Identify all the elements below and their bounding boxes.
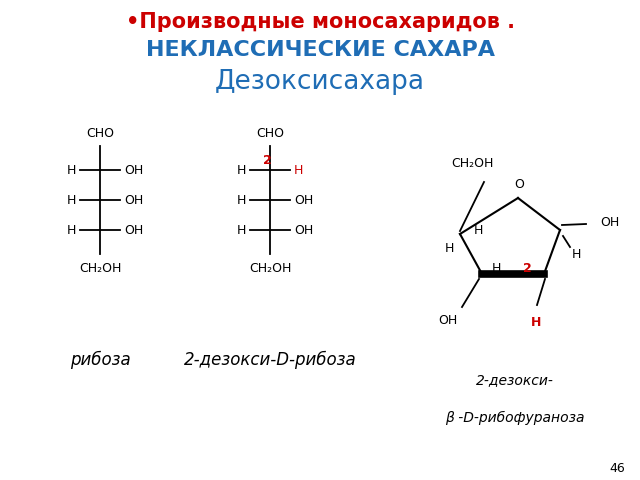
Text: Дезоксисахара: Дезоксисахара [215,69,425,95]
Text: H: H [492,263,501,276]
Text: H: H [67,224,76,237]
Text: H: H [445,241,454,254]
Text: β -D-рибофураноза: β -D-рибофураноза [445,411,585,425]
Text: CH₂OH: CH₂OH [451,157,493,170]
Text: H: H [67,193,76,206]
Text: 2: 2 [262,155,271,168]
Text: 46: 46 [609,461,625,475]
Text: OH: OH [600,216,620,228]
Text: OH: OH [438,314,458,327]
Text: H: H [67,164,76,177]
Text: CH₂OH: CH₂OH [249,262,291,275]
Text: H: H [531,316,541,329]
Text: O: O [514,178,524,191]
Text: 2-дезокси-D-рибоза: 2-дезокси-D-рибоза [184,351,356,369]
Text: H: H [294,164,303,177]
Text: OH: OH [294,224,313,237]
Text: OH: OH [294,193,313,206]
Text: CHO: CHO [256,127,284,140]
Text: CHO: CHO [86,127,114,140]
Text: H: H [237,224,246,237]
Text: CH₂OH: CH₂OH [79,262,121,275]
Text: H: H [474,224,483,237]
Text: НЕКЛАССИЧЕСКИЕ САХАРА: НЕКЛАССИЧЕСКИЕ САХАРА [145,40,495,60]
Text: H: H [237,193,246,206]
Text: •Производные моносахаридов .: •Производные моносахаридов . [125,12,515,32]
Text: H: H [237,164,246,177]
Text: OH: OH [124,224,143,237]
Text: OH: OH [124,164,143,177]
Text: OH: OH [124,193,143,206]
Text: H: H [572,248,580,261]
Text: рибоза: рибоза [70,351,131,369]
Text: 2: 2 [524,262,532,275]
Text: 2-дезокси-: 2-дезокси- [476,373,554,387]
